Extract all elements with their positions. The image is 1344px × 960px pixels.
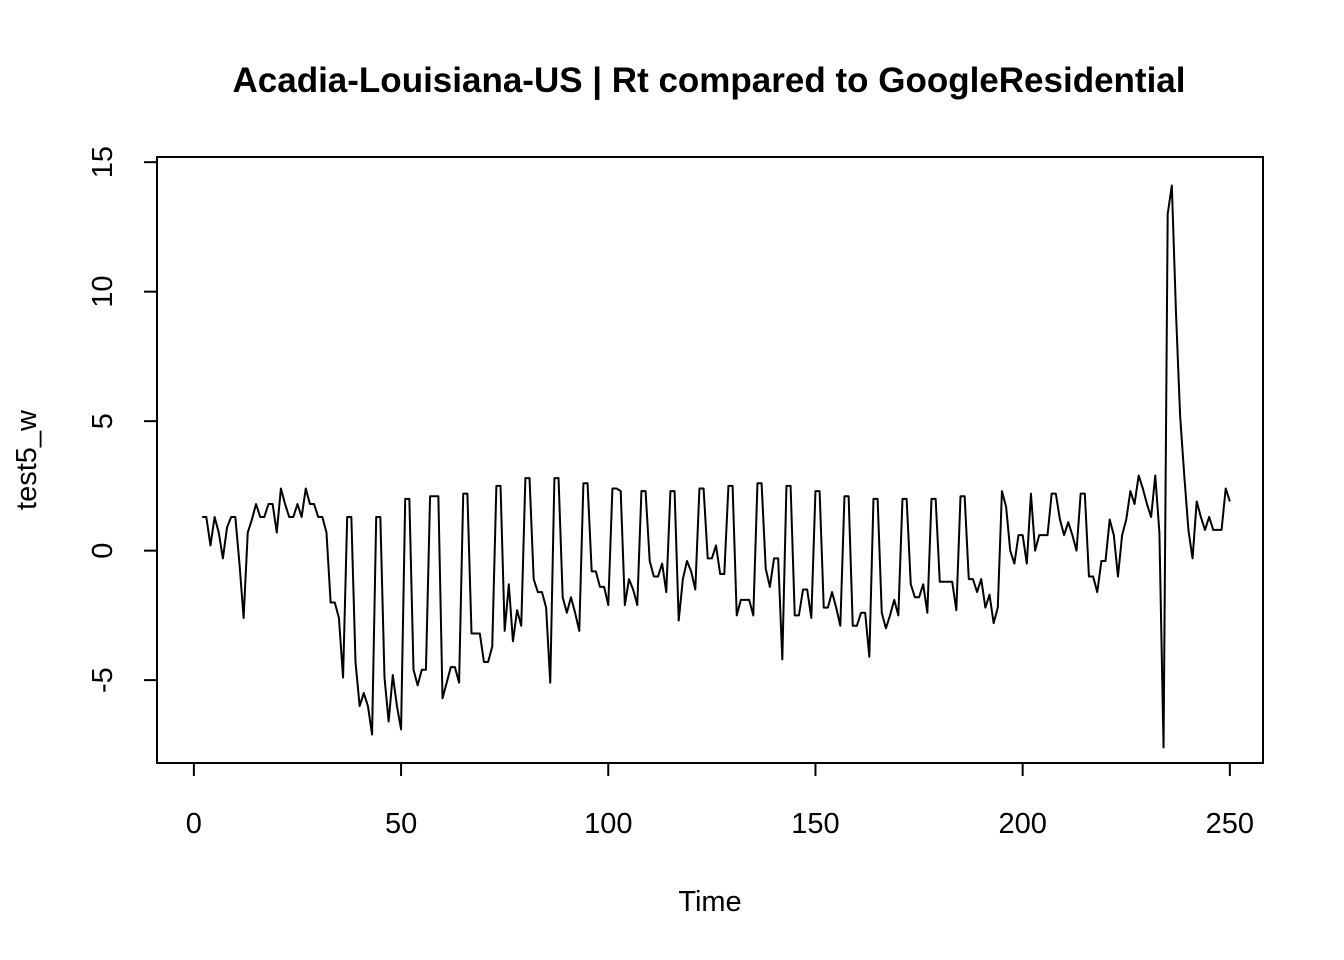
x-tick-label: 0 <box>186 808 202 840</box>
x-axis: 0 50 100 150 200 250 <box>186 762 1254 840</box>
x-tick-label: 50 <box>385 808 417 840</box>
y-tick-label: 0 <box>87 543 119 559</box>
chart-title: Acadia-Louisiana-US | Rt compared to Goo… <box>233 61 1186 100</box>
y-axis-label: test5_w <box>11 409 43 510</box>
x-axis-label: Time <box>678 886 741 918</box>
plot-frame <box>156 156 1264 764</box>
x-tick-label: 150 <box>791 808 839 840</box>
y-tick-label: -5 <box>87 667 119 693</box>
y-axis: -5 0 5 10 15 <box>87 146 158 693</box>
y-tick-label: 10 <box>87 276 119 308</box>
y-tick-label: 5 <box>87 413 119 429</box>
x-tick-label: 250 <box>1206 808 1254 840</box>
y-tick-label: 15 <box>87 146 119 178</box>
x-tick-label: 200 <box>998 808 1046 840</box>
x-tick-label: 100 <box>584 808 632 840</box>
series-line <box>202 184 1231 749</box>
